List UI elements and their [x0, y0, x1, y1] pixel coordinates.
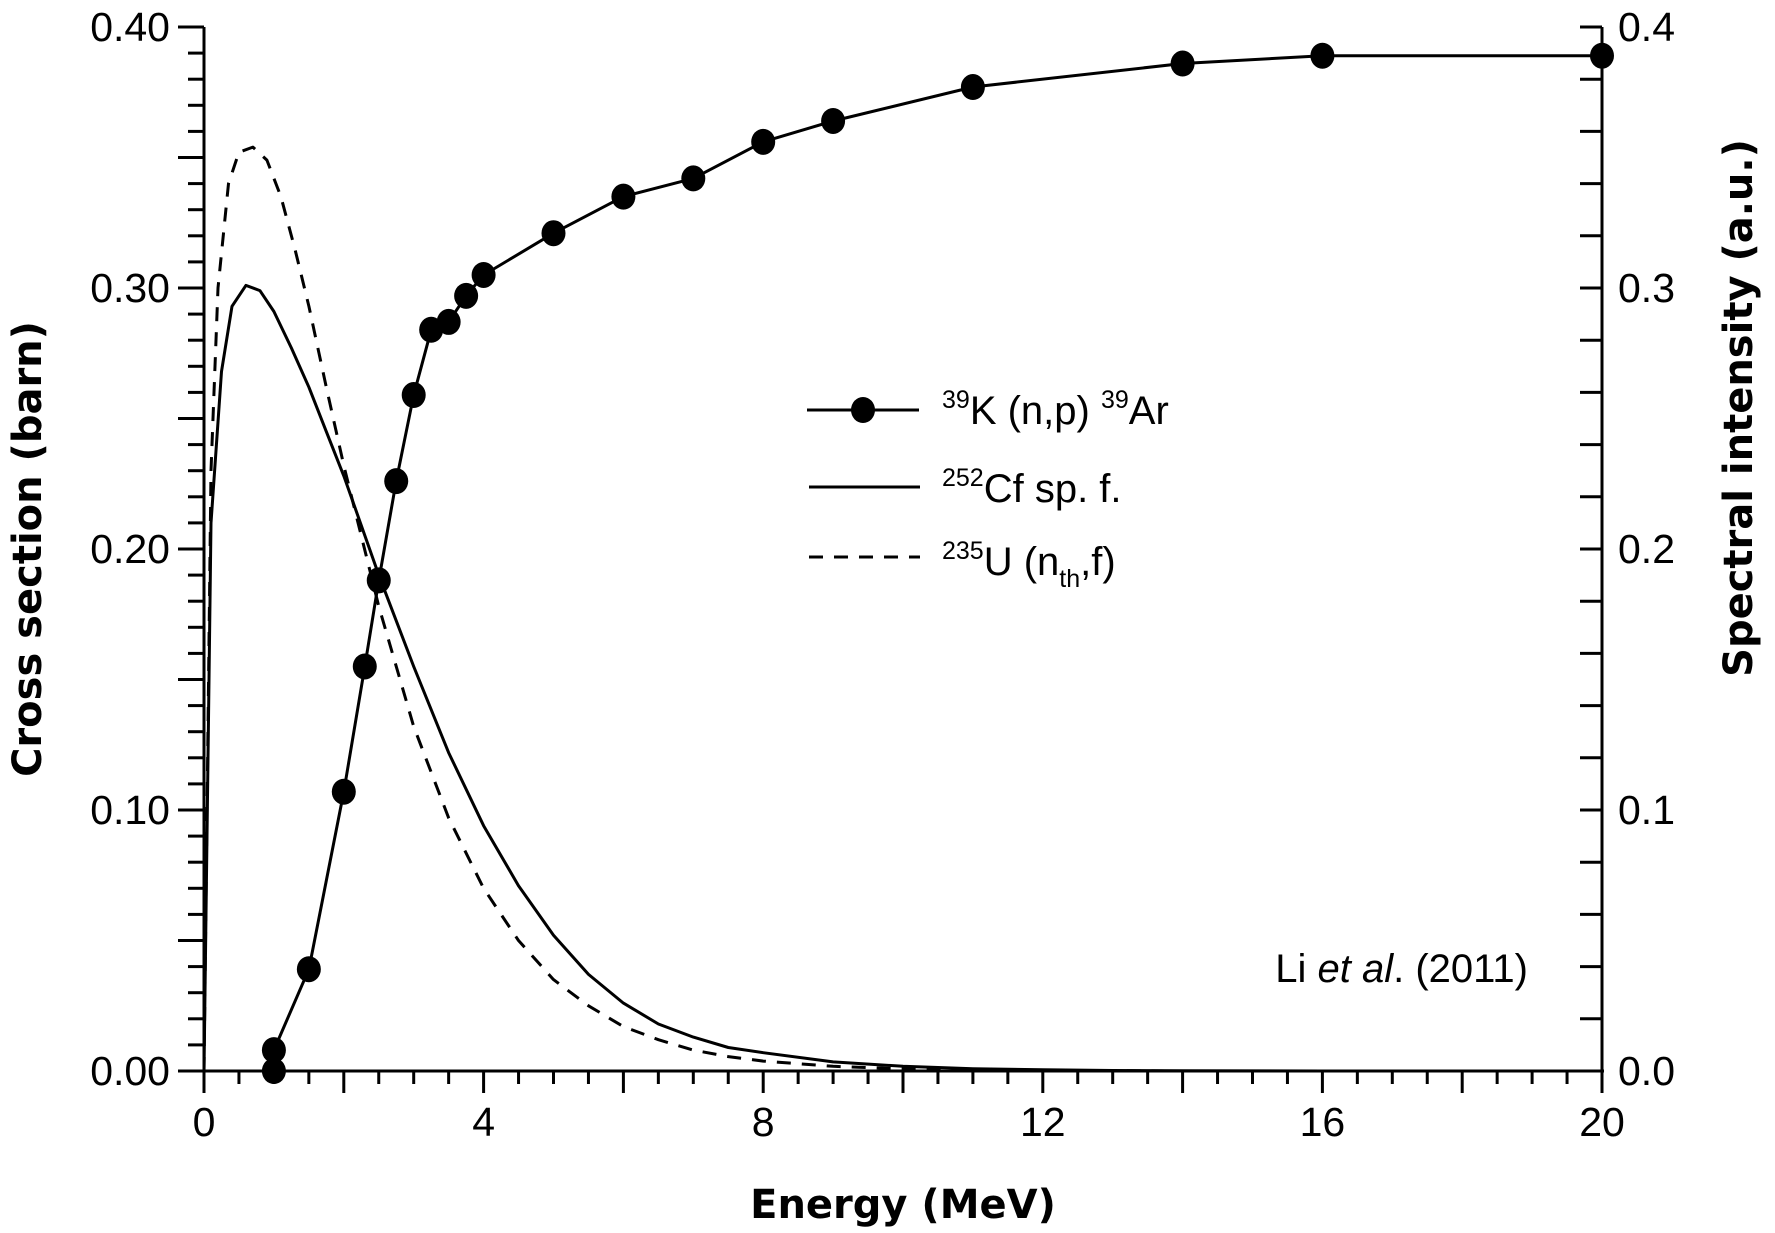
data-point	[296, 956, 321, 983]
data-point	[541, 220, 566, 247]
x-tick-label: 8	[752, 1099, 775, 1145]
series-layer	[202, 42, 1614, 1084]
data-point	[261, 1058, 286, 1084]
data-point	[384, 468, 409, 495]
x-tick-label: 20	[1579, 1099, 1625, 1145]
legend-item-k39: 39K (n,p) 39Ar	[807, 386, 1169, 433]
legend-item-u235: 235U (nth,f)	[809, 537, 1116, 593]
legend-main: K (n,p)	[970, 389, 1101, 433]
y-left-tick-label: 0.40	[90, 4, 170, 50]
annotation-italic: et al	[1318, 947, 1395, 991]
y-right-tick-label: 0.2	[1618, 526, 1675, 572]
legend-label-cf252: 252Cf sp. f.	[942, 464, 1122, 511]
citation-annotation: Li et al. (2011)	[1275, 947, 1528, 991]
ticks	[178, 25, 1604, 1093]
y-right-tick-label: 0.1	[1618, 787, 1675, 833]
data-point	[1310, 42, 1335, 69]
data-point	[261, 1037, 286, 1064]
series-line-0	[272, 54, 1602, 1071]
legend-main: U (n	[984, 540, 1060, 584]
y-left-tick-label: 0.20	[90, 526, 170, 572]
data-point	[401, 382, 426, 409]
legend-swatch-marker	[851, 397, 875, 423]
tick-labels: 0 4 8 12 16 20 0.00 0.10 0.20 0.30 0.40 0.0 0.1 0.2 0.…	[90, 4, 1675, 1145]
y-right-tick-label: 0.4	[1618, 4, 1675, 50]
x-tick-label: 4	[472, 1099, 495, 1145]
legend-sup: 39	[942, 386, 970, 414]
series-line-1	[202, 283, 1602, 1073]
legend: 39K (n,p) 39Ar 252Cf sp. f. 235U (nth,f)	[807, 386, 1169, 593]
annotation-prefix: Li	[1275, 947, 1317, 991]
y-left-tick-label: 0.00	[90, 1048, 170, 1094]
y-left-tick-label: 0.30	[90, 265, 170, 311]
data-point	[1170, 50, 1195, 77]
data-point	[471, 261, 496, 288]
axes	[202, 27, 1604, 1073]
data-point	[611, 183, 636, 210]
legend-main: Ar	[1129, 389, 1169, 433]
y-right-axis-title: Spectral intensity (a.u.)	[1716, 139, 1762, 677]
data-point	[821, 107, 846, 134]
series-line-2	[202, 145, 1602, 1073]
data-point	[352, 653, 377, 680]
legend-main: ,f)	[1080, 540, 1116, 584]
legend-sup: 235	[942, 537, 984, 565]
legend-label-u235: 235U (nth,f)	[942, 537, 1116, 593]
y-right-tick-label: 0.3	[1618, 265, 1675, 311]
data-point	[436, 308, 461, 335]
data-point	[960, 74, 985, 101]
legend-sup: 39	[1101, 386, 1129, 414]
x-tick-label: 16	[1300, 1099, 1346, 1145]
y-left-tick-label: 0.10	[90, 787, 170, 833]
x-tick-label: 0	[193, 1099, 216, 1145]
y-left-axis-title: Cross section (barn)	[5, 321, 51, 777]
data-point	[454, 282, 479, 309]
data-point	[1590, 42, 1614, 69]
data-point	[681, 165, 706, 192]
legend-sup: 252	[942, 464, 984, 492]
y-right-tick-label: 0.0	[1618, 1048, 1675, 1094]
legend-sub: th	[1059, 565, 1080, 593]
x-axis-title: Energy (MeV)	[750, 1182, 1056, 1228]
data-point	[331, 778, 356, 805]
annotation-suffix: . (2011)	[1393, 947, 1528, 991]
x-tick-label: 12	[1020, 1099, 1066, 1145]
legend-label-k39: 39K (n,p) 39Ar	[942, 386, 1169, 433]
legend-item-cf252: 252Cf sp. f.	[809, 464, 1122, 511]
data-point	[751, 128, 776, 155]
legend-main: Cf sp. f.	[984, 467, 1122, 511]
